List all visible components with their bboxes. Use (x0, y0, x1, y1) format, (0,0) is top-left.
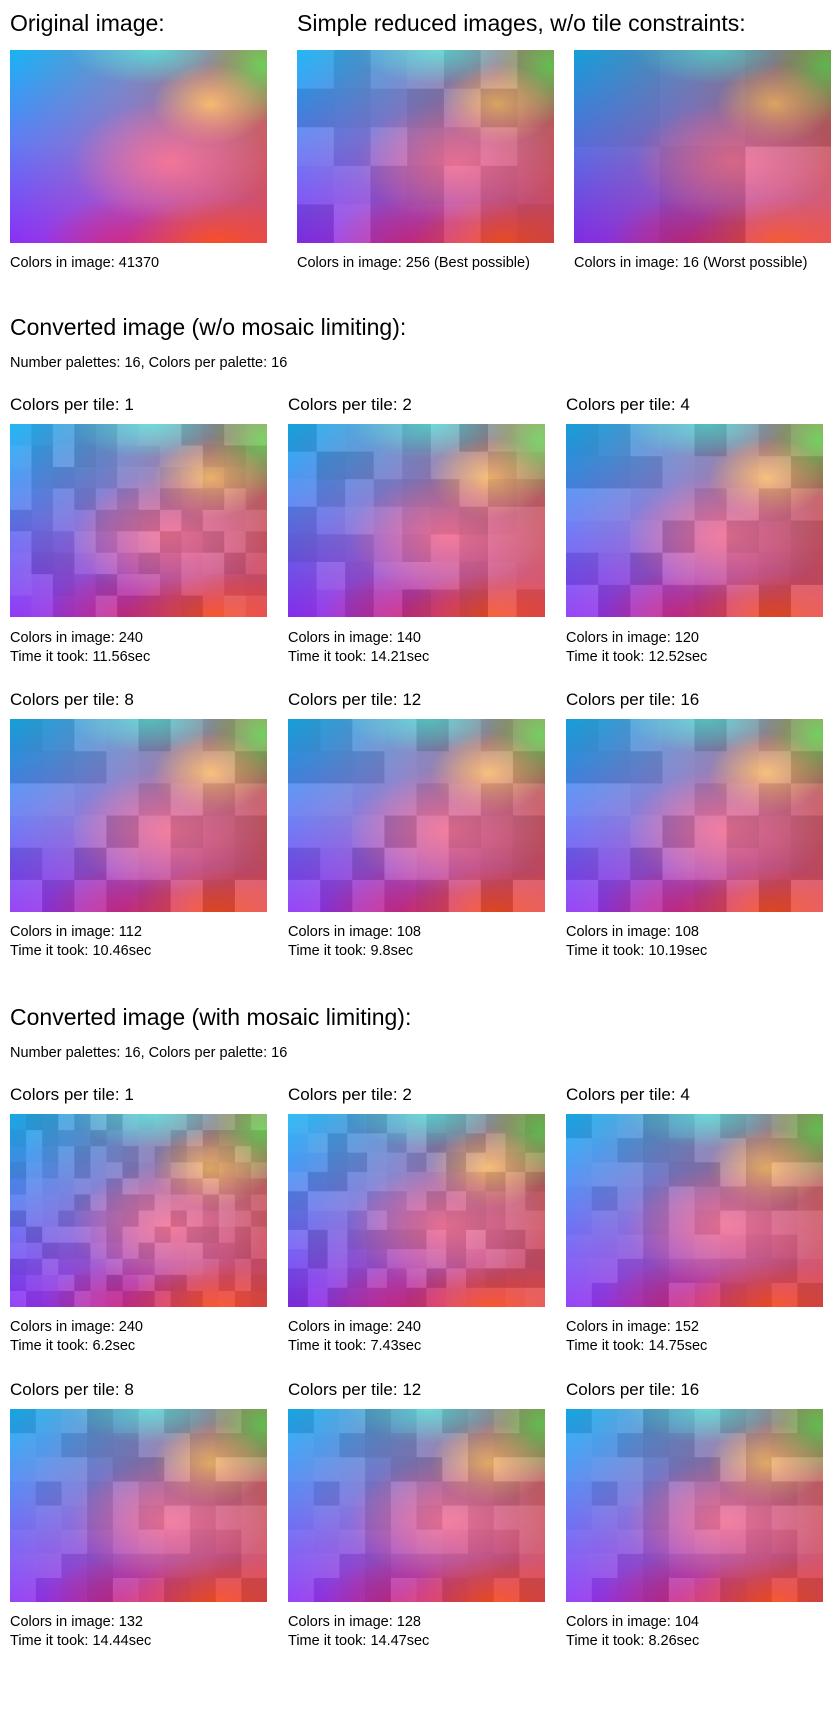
converted-image (288, 719, 545, 912)
tile-label: Colors per tile: 4 (566, 1085, 690, 1104)
time-taken: Time it took: 6.2sec (10, 1338, 136, 1354)
converted-image (10, 1114, 267, 1307)
time-taken: Time it took: 12.52sec (566, 649, 708, 665)
time-taken: Time it took: 10.19sec (566, 943, 708, 959)
colors-count: Colors in image: 132 (10, 1614, 143, 1630)
colors-count: Colors in image: 140 (288, 630, 421, 646)
converted-image (10, 1409, 267, 1602)
colors-count: Colors in image: 108 (566, 924, 699, 940)
section-subtitle: Number palettes: 16, Colors per palette:… (10, 1045, 288, 1061)
tile-label: Colors per tile: 16 (566, 690, 700, 709)
time-taken: Time it took: 10.46sec (10, 943, 152, 959)
original-image (10, 50, 267, 243)
colors-count: Colors in image: 152 (566, 1319, 699, 1335)
converted-image (10, 719, 267, 912)
reduced-image-256-caption: Colors in image: 256 (Best possible) (297, 255, 530, 271)
time-taken: Time it took: 14.44sec (10, 1633, 152, 1649)
colors-count: Colors in image: 240 (288, 1319, 421, 1335)
tile-label: Colors per tile: 2 (288, 395, 412, 414)
reduced-image-16-caption: Colors in image: 16 (Worst possible) (574, 255, 808, 271)
converted-image (288, 1409, 545, 1602)
reduced-image-16 (574, 50, 831, 243)
tile-label: Colors per tile: 8 (10, 690, 134, 709)
section-title: Converted image (w/o mosaic limiting): (10, 314, 407, 340)
reduced-image-256 (297, 50, 554, 243)
original-image-caption: Colors in image: 41370 (10, 255, 160, 271)
colors-count: Colors in image: 112 (10, 924, 142, 940)
converted-image (10, 424, 267, 617)
converted-image (566, 424, 823, 617)
time-taken: Time it took: 11.56sec (10, 649, 151, 665)
time-taken: Time it took: 9.8sec (288, 943, 414, 959)
converted-image (566, 1114, 823, 1307)
converted-image (288, 424, 545, 617)
converted-image (566, 719, 823, 912)
colors-count: Colors in image: 104 (566, 1614, 699, 1630)
section-title: Converted image (with mosaic limiting): (10, 1004, 412, 1030)
time-taken: Time it took: 14.47sec (288, 1633, 430, 1649)
time-taken: Time it took: 14.75sec (566, 1338, 708, 1354)
tile-label: Colors per tile: 16 (566, 1380, 700, 1399)
tile-label: Colors per tile: 12 (288, 690, 422, 709)
tile-label: Colors per tile: 1 (10, 395, 134, 414)
section-subtitle: Number palettes: 16, Colors per palette:… (10, 355, 288, 371)
colors-count: Colors in image: 128 (288, 1614, 421, 1630)
colors-count: Colors in image: 120 (566, 630, 699, 646)
colors-count: Colors in image: 108 (288, 924, 421, 940)
reduced-images-heading: Simple reduced images, w/o tile constrai… (297, 10, 746, 36)
original-image-heading: Original image: (10, 10, 165, 36)
converted-image (566, 1409, 823, 1602)
tile-label: Colors per tile: 1 (10, 1085, 134, 1104)
time-taken: Time it took: 14.21sec (288, 649, 430, 665)
colors-count: Colors in image: 240 (10, 1319, 143, 1335)
tile-label: Colors per tile: 8 (10, 1380, 134, 1399)
tile-label: Colors per tile: 12 (288, 1380, 422, 1399)
converted-image (288, 1114, 545, 1307)
tile-label: Colors per tile: 4 (566, 395, 690, 414)
colors-count: Colors in image: 240 (10, 630, 143, 646)
time-taken: Time it took: 7.43sec (288, 1338, 422, 1354)
time-taken: Time it took: 8.26sec (566, 1633, 700, 1649)
tile-label: Colors per tile: 2 (288, 1085, 412, 1104)
